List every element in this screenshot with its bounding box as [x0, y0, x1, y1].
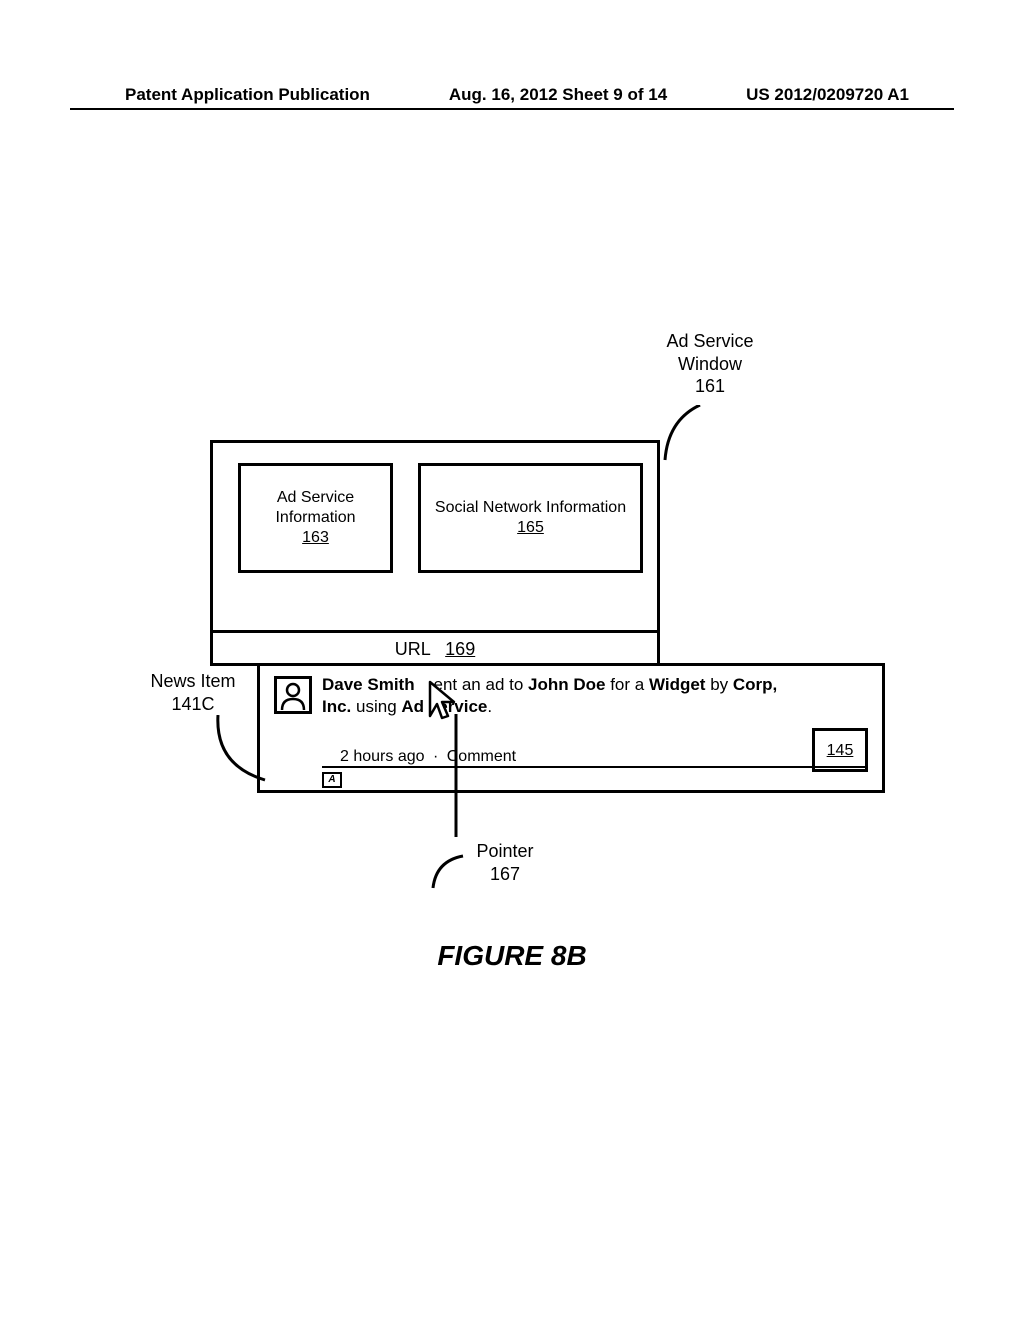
news-item-label: News Item 141C	[138, 670, 248, 715]
box163-line2: Information	[275, 508, 355, 528]
news-mid3: using	[351, 697, 401, 716]
figure-8b-diagram: Ad Service Window 161 Ad Service Informa…	[0, 300, 1024, 1000]
ad-window-label-2: Window	[678, 354, 742, 374]
news-label-text: News Item	[150, 671, 235, 691]
news-text: Dave Smith ent an ad to John Doe for a W…	[322, 674, 792, 718]
leader-line-window	[660, 405, 720, 465]
news-divider-line	[322, 766, 868, 768]
news-meta: 2 hours ago · Comment	[340, 748, 516, 766]
news-recipient: John Doe	[528, 675, 605, 694]
leader-line-news	[215, 715, 270, 785]
pointer-ref: 167	[490, 864, 520, 884]
news-item-box: Dave Smith ent an ad to John Doe for a W…	[257, 663, 885, 793]
news-sender: Dave Smith	[322, 675, 415, 694]
box-145: 145	[812, 728, 868, 772]
figure-caption: FIGURE 8B	[0, 940, 1024, 972]
social-network-information-box: Social Network Information 165	[418, 463, 643, 573]
ad-service-information-box: Ad Service Information 163	[238, 463, 393, 573]
news-mid2: by	[705, 675, 732, 694]
ad-window-label-1: Ad Service	[666, 331, 753, 351]
url-label: URL	[395, 639, 430, 659]
ad-icon: A	[322, 772, 342, 788]
pointer-label-text: Pointer	[476, 841, 533, 861]
ad-window-ref: 161	[640, 375, 780, 398]
header-rule	[70, 108, 954, 110]
news-period: .	[487, 697, 492, 716]
page-header: Patent Application Publication Aug. 16, …	[125, 85, 909, 105]
pointer-label: Pointer 167	[445, 840, 565, 885]
ad-service-window-box: Ad Service Information 163 Social Networ…	[210, 440, 660, 650]
ad-icon-text: A	[328, 774, 335, 785]
news-label-ref: 141C	[171, 694, 214, 714]
header-left: Patent Application Publication	[125, 85, 370, 105]
box163-ref: 163	[302, 528, 329, 548]
header-right: US 2012/0209720 A1	[746, 85, 909, 105]
news-mid1: for a	[605, 675, 648, 694]
header-center: Aug. 16, 2012 Sheet 9 of 14	[449, 85, 667, 105]
news-product: Widget	[649, 675, 706, 694]
avatar-icon	[274, 676, 312, 714]
news-service-prefix: Ad	[401, 697, 424, 716]
url-bar-box: URL 169	[210, 630, 660, 666]
meta-divider-icon: ·	[433, 748, 438, 765]
box145-ref: 145	[827, 742, 854, 759]
box165-line1: Social Network Information	[435, 498, 626, 518]
box165-ref: 165	[517, 518, 544, 538]
patent-page: Patent Application Publication Aug. 16, …	[0, 0, 1024, 1320]
pointer-leader-line	[442, 709, 472, 839]
news-time: 2 hours ago	[340, 748, 425, 765]
box163-line1: Ad Service	[277, 488, 354, 508]
url-ref: 169	[445, 639, 475, 659]
ad-service-window-label: Ad Service Window 161	[640, 330, 780, 398]
